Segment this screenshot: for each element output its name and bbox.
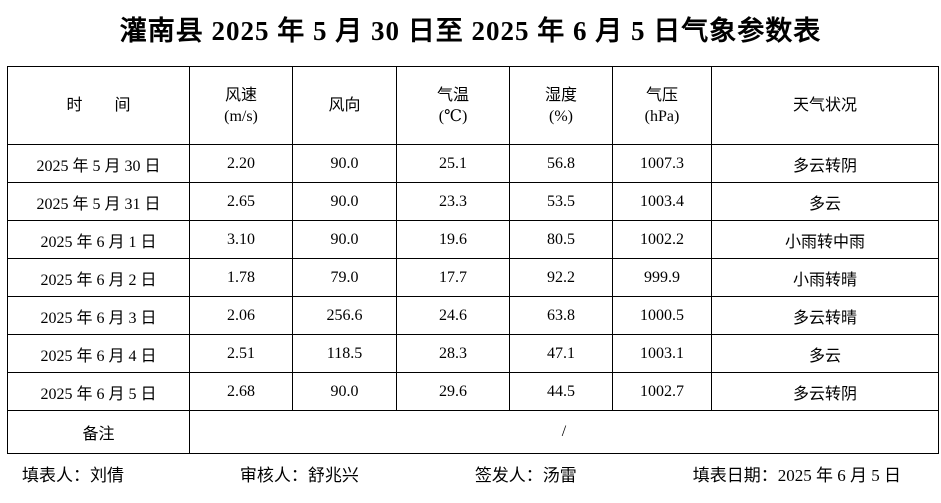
pressure-cell: 999.9: [612, 258, 712, 297]
temperature-cell: 29.6: [396, 372, 510, 411]
wind-direction-cell: 90.0: [292, 372, 397, 411]
temperature-cell: 28.3: [396, 334, 510, 373]
weather-cell: 多云: [711, 182, 939, 221]
date-cell: 2025 年 5 月 30 日: [7, 144, 190, 183]
header-wind-speed: 风速 (m/s): [189, 66, 293, 145]
humidity-cell: 44.5: [509, 372, 613, 411]
weather-cell: 多云转阴: [711, 144, 939, 183]
date-cell: 2025 年 6 月 2 日: [7, 258, 190, 297]
humidity-cell: 47.1: [509, 334, 613, 373]
humidity-cell: 80.5: [509, 220, 613, 259]
header-pressure: 气压 (hPa): [612, 66, 712, 145]
wind-speed-cell: 2.51: [189, 334, 293, 373]
table-header-row: 时 间 风速 (m/s) 风向 气温 (℃) 湿度 (%) 气压 (hPa) 天气状况: [7, 66, 939, 145]
pressure-cell: 1003.4: [612, 182, 712, 221]
wind-speed-cell: 1.78: [189, 258, 293, 297]
pressure-cell: 1000.5: [612, 296, 712, 335]
table-row: 2025 年 6 月 3 日 2.06 256.6 24.6 63.8 1000…: [7, 296, 939, 335]
pressure-cell: 1003.1: [612, 334, 712, 373]
humidity-cell: 63.8: [509, 296, 613, 335]
pressure-cell: 1007.3: [612, 144, 712, 183]
remark-row: 备注 /: [7, 410, 939, 454]
header-time: 时 间: [7, 66, 190, 145]
humidity-cell: 56.8: [509, 144, 613, 183]
remark-value: /: [189, 410, 939, 454]
table-row: 2025 年 6 月 1 日 3.10 90.0 19.6 80.5 1002.…: [7, 220, 939, 259]
humidity-cell: 92.2: [509, 258, 613, 297]
weather-cell: 多云转晴: [711, 296, 939, 335]
header-humidity: 湿度 (%): [509, 66, 613, 145]
remark-label: 备注: [7, 410, 190, 454]
weather-parameter-table: 时 间 风速 (m/s) 风向 气温 (℃) 湿度 (%) 气压 (hPa) 天气状况 …: [7, 66, 939, 454]
header-wind-direction: 风向: [292, 66, 397, 145]
wind-direction-cell: 90.0: [292, 144, 397, 183]
temperature-cell: 17.7: [396, 258, 510, 297]
wind-direction-cell: 90.0: [292, 182, 397, 221]
header-temperature: 气温 (℃): [396, 66, 510, 145]
temperature-cell: 24.6: [396, 296, 510, 335]
wind-direction-cell: 79.0: [292, 258, 397, 297]
pressure-cell: 1002.2: [612, 220, 712, 259]
wind-speed-cell: 2.20: [189, 144, 293, 183]
table-row: 2025 年 6 月 4 日 2.51 118.5 28.3 47.1 1003…: [7, 334, 939, 373]
wind-direction-cell: 90.0: [292, 220, 397, 259]
table-row: 2025 年 5 月 30 日 2.20 90.0 25.1 56.8 1007…: [7, 144, 939, 183]
date-cell: 2025 年 6 月 1 日: [7, 220, 190, 259]
date-cell: 2025 年 6 月 3 日: [7, 296, 190, 335]
date-cell: 2025 年 5 月 31 日: [7, 182, 190, 221]
wind-speed-cell: 3.10: [189, 220, 293, 259]
wind-speed-cell: 2.65: [189, 182, 293, 221]
issued-by: 签发人：汤雷: [474, 466, 577, 485]
fill-date: 填表日期：2025 年 6 月 5 日: [692, 466, 901, 485]
weather-cell: 多云: [711, 334, 939, 373]
wind-direction-cell: 118.5: [292, 334, 397, 373]
wind-direction-cell: 256.6: [292, 296, 397, 335]
signature-footer: 填表人：刘倩 审核人：舒兆兴 签发人：汤雷 填表日期：2025 年 6 月 5 …: [0, 463, 941, 489]
table-row: 2025 年 6 月 5 日 2.68 90.0 29.6 44.5 1002.…: [7, 372, 939, 411]
date-cell: 2025 年 6 月 4 日: [7, 334, 190, 373]
table-row: 2025 年 6 月 2 日 1.78 79.0 17.7 92.2 999.9…: [7, 258, 939, 297]
date-cell: 2025 年 6 月 5 日: [7, 372, 190, 411]
pressure-cell: 1002.7: [612, 372, 712, 411]
temperature-cell: 25.1: [396, 144, 510, 183]
wind-speed-cell: 2.68: [189, 372, 293, 411]
wind-speed-cell: 2.06: [189, 296, 293, 335]
reviewed-by: 审核人：舒兆兴: [239, 466, 359, 485]
humidity-cell: 53.5: [509, 182, 613, 221]
weather-cell: 小雨转晴: [711, 258, 939, 297]
page-title: 灌南县 2025 年 5 月 30 日至 2025 年 6 月 5 日气象参数表: [119, 16, 822, 46]
header-weather: 天气状况: [711, 66, 939, 145]
weather-cell: 小雨转中雨: [711, 220, 939, 259]
filled-by: 填表人：刘倩: [22, 466, 124, 485]
table-row: 2025 年 5 月 31 日 2.65 90.0 23.3 53.5 1003…: [7, 182, 939, 221]
temperature-cell: 19.6: [396, 220, 510, 259]
weather-cell: 多云转阴: [711, 372, 939, 411]
temperature-cell: 23.3: [396, 182, 510, 221]
